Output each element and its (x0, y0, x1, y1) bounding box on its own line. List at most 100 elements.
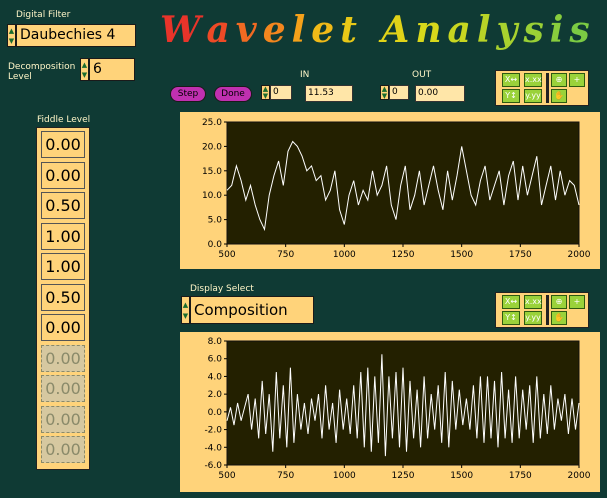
x-tick-label: 500 (218, 250, 235, 260)
y-tick-label: 10.0 (202, 191, 222, 201)
palette-divider (546, 73, 549, 103)
pan-hand-icon[interactable]: ✋ (551, 89, 567, 103)
title-space (363, 8, 382, 52)
out-value-field: 0.00 (415, 85, 465, 102)
out-index-field[interactable]: 0 (389, 85, 409, 100)
digital-filter-stepper[interactable]: ▲ ▼ (7, 24, 16, 47)
x-tick-label: 1750 (509, 471, 532, 481)
zoom-icon[interactable]: ⊕ (551, 295, 567, 309)
title-letter: a (206, 9, 236, 51)
x-tick-label: 2000 (568, 471, 591, 481)
x-tick-label: 750 (277, 250, 294, 260)
graph-palette-top: X↔ x.xx Y↕ y.yy ⊕ + ✋ (495, 70, 589, 106)
display-select-stepper[interactable]: ▲ ▼ (181, 296, 190, 324)
x-tick-label: 1000 (333, 250, 356, 260)
fiddle-level-cell[interactable]: 0.00 (41, 161, 85, 189)
y-tick-label: 8.0 (208, 337, 223, 347)
y-format-icon[interactable]: y.yy (524, 311, 542, 325)
y-tick-label: 4.0 (208, 372, 223, 382)
pan-hand-icon[interactable]: ✋ (551, 311, 567, 325)
x-tick-label: 1500 (450, 250, 473, 260)
title-letter: a (447, 9, 477, 51)
stepper-down-icon[interactable]: ▼ (81, 71, 88, 79)
y-tick-label: 20.0 (202, 142, 222, 152)
step-button[interactable]: Step (170, 86, 206, 102)
done-button[interactable]: Done (214, 86, 252, 102)
y-tick-label: 2.0 (208, 390, 223, 400)
x-tick-label: 500 (218, 471, 235, 481)
x-format-icon[interactable]: x.xx (524, 295, 542, 309)
in-index-stepper[interactable]: ▲ ▼ (261, 85, 270, 100)
decomposition-level-field[interactable]: 6 (89, 58, 135, 81)
fiddle-level-cell[interactable]: 1.00 (41, 253, 85, 280)
title-letter: y (496, 9, 524, 51)
fiddle-level-cell: 0.00 (41, 405, 85, 433)
x-tick-label: 1000 (333, 471, 356, 481)
decomposition-stepper[interactable]: ▲ ▼ (80, 58, 89, 81)
digital-filter-field[interactable]: Daubechies 4 (16, 24, 136, 47)
title-letter: s (523, 9, 550, 51)
input-signal-graph: 25.0 20.0 15.0 10.0 5.0 0.0 500 750 1000 1250 1500… (180, 112, 600, 269)
y-tick-label: 25.0 (202, 118, 222, 128)
y-tick-label: 0.0 (208, 240, 223, 250)
title-letter: l (476, 9, 497, 51)
y-tick-label: 0.0 (208, 408, 223, 418)
y-autoscale-icon[interactable]: Y↕ (502, 89, 520, 103)
composition-graph: 8.0 6.0 4.0 2.0 0.0 -2.0 -4.0 -6.0 500 750 1000 125… (180, 332, 600, 492)
stepper-up-icon[interactable]: ▲ (81, 61, 88, 69)
stepper-up-icon[interactable]: ▲ (381, 85, 388, 93)
title-letter: v (235, 9, 263, 51)
stepper-down-icon[interactable]: ▼ (182, 312, 189, 320)
digital-filter-label: Digital Filter (16, 10, 71, 20)
x-tick-label: 1500 (450, 471, 473, 481)
title-letter: e (311, 9, 341, 51)
fiddle-level-cell[interactable]: 0.50 (41, 283, 85, 311)
in-value-field: 11.53 (305, 85, 353, 102)
fiddle-level-cell[interactable]: 0.00 (41, 131, 85, 158)
stepper-up-icon[interactable]: ▲ (182, 301, 189, 309)
fiddle-level-cell: 0.00 (41, 375, 85, 402)
fiddle-level-cell[interactable]: 0.50 (41, 192, 85, 219)
title-letter: W (160, 9, 207, 51)
y-tick-label: 6.0 (208, 355, 223, 365)
fiddle-level-cell[interactable]: 0.00 (41, 314, 85, 341)
fiddle-level-cell: 0.00 (41, 344, 85, 372)
stepper-up-icon[interactable]: ▲ (262, 85, 269, 93)
title-letter: t (340, 9, 363, 51)
fiddle-level-label: Fiddle Level (37, 115, 91, 125)
display-select-label: Display Select (190, 284, 254, 294)
graph-palette-bottom: X↔ x.xx Y↕ y.yy ⊕ + ✋ (495, 292, 589, 328)
fiddle-level-array: 0.00 0.00 0.50 1.00 1.00 0.50 0.00 0.00 0.00 0.00… (36, 127, 90, 470)
stepper-down-icon[interactable]: ▼ (8, 37, 15, 45)
y-autoscale-icon[interactable]: Y↕ (502, 311, 520, 325)
fiddle-level-cell[interactable]: 1.00 (41, 222, 85, 250)
title-letter: i (549, 9, 570, 51)
zoom-icon[interactable]: ⊕ (551, 73, 567, 87)
x-autoscale-icon[interactable]: X↔ (502, 73, 520, 87)
palette-divider (546, 295, 549, 325)
in-index-field[interactable]: 0 (270, 85, 292, 100)
stepper-down-icon[interactable]: ▼ (381, 92, 388, 100)
cursor-cross-icon[interactable]: + (569, 295, 585, 309)
plot-area (226, 121, 580, 245)
y-format-icon[interactable]: y.yy (524, 89, 542, 103)
title-letter: n (415, 9, 448, 51)
stepper-down-icon[interactable]: ▼ (262, 92, 269, 100)
y-tick-label: -4.0 (204, 443, 222, 453)
decomposition-level-label: Decomposition Level (8, 62, 76, 82)
x-tick-label: 1250 (392, 250, 415, 260)
x-tick-label: 1250 (392, 471, 415, 481)
title-letter: l (291, 9, 312, 51)
out-index-stepper[interactable]: ▲ ▼ (380, 85, 389, 100)
app-title: Wavelet Analysis (160, 8, 600, 52)
x-format-icon[interactable]: x.xx (524, 73, 542, 87)
x-autoscale-icon[interactable]: X↔ (502, 295, 520, 309)
y-tick-label: -6.0 (204, 461, 222, 471)
display-select-field[interactable]: Composition (190, 296, 314, 324)
cursor-cross-icon[interactable]: + (569, 73, 585, 87)
y-tick-label: 15.0 (202, 167, 222, 177)
series-line (226, 354, 580, 457)
stepper-up-icon[interactable]: ▲ (8, 27, 15, 35)
title-letter: e (262, 9, 292, 51)
